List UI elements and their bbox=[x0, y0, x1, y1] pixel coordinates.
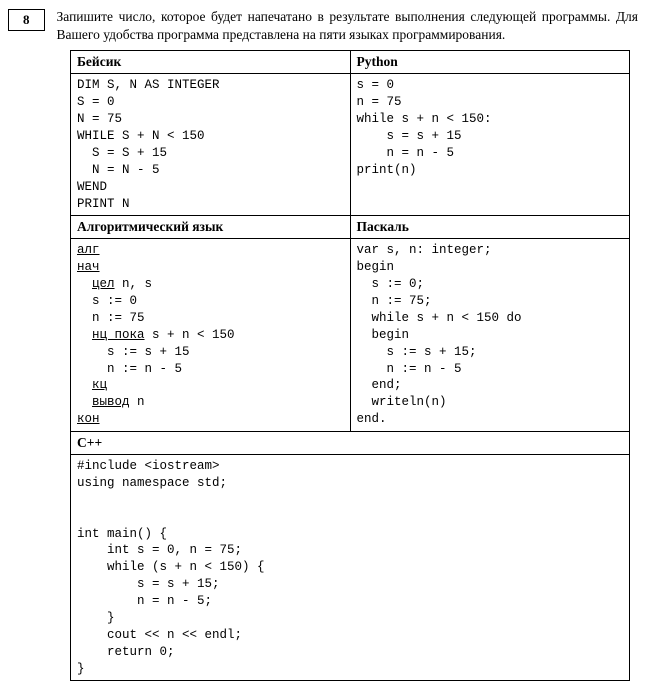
lang-header-python: Python bbox=[350, 51, 630, 74]
table-row: #include <iostream> using namespace std;… bbox=[71, 455, 630, 681]
lang-header-basic: Бейсик bbox=[71, 51, 351, 74]
code-pascal: var s, n: integer; begin s := 0; n := 75… bbox=[350, 239, 630, 432]
code-cpp: #include <iostream> using namespace std;… bbox=[71, 455, 630, 681]
code-python: s = 0 n = 75 while s + n < 150: s = s + … bbox=[350, 74, 630, 216]
lang-header-pascal: Паскаль bbox=[350, 216, 630, 239]
code-basic: DIM S, N AS INTEGER S = 0 N = 75 WHILE S… bbox=[71, 74, 351, 216]
table-row: Бейсик Python bbox=[71, 51, 630, 74]
question-text: Запишите число, которое будет напечатано… bbox=[57, 8, 639, 44]
table-row: Алгоритмический язык Паскаль bbox=[71, 216, 630, 239]
lang-header-alg: Алгоритмический язык bbox=[71, 216, 351, 239]
question-header: 8 Запишите число, которое будет напечата… bbox=[8, 8, 638, 44]
question-number: 8 bbox=[8, 9, 45, 31]
table-row: алг нач цел n, s s := 0 n := 75 нц пока … bbox=[71, 239, 630, 432]
code-table: Бейсик Python DIM S, N AS INTEGER S = 0 … bbox=[70, 50, 630, 681]
table-row: DIM S, N AS INTEGER S = 0 N = 75 WHILE S… bbox=[71, 74, 630, 216]
code-alg: алг нач цел n, s s := 0 n := 75 нц пока … bbox=[71, 239, 351, 432]
table-row: С++ bbox=[71, 432, 630, 455]
lang-header-cpp: С++ bbox=[71, 432, 630, 455]
